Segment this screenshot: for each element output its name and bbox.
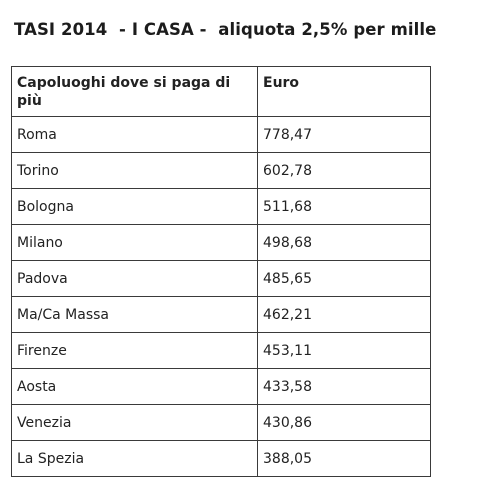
table-row: Aosta 433,58 [11,368,431,405]
euro-cell: 430,86 [257,404,431,441]
city-cell: Aosta [11,368,258,405]
column-header-city: Capoluoghi dove si paga di più [11,66,258,117]
city-cell: Ma/Ca Massa [11,296,258,333]
data-table: Capoluoghi dove si paga di più Euro Roma… [11,66,431,477]
table-row: La Spezia 388,05 [11,440,431,477]
table-row: Venezia 430,86 [11,404,431,441]
table-row: Bologna 511,68 [11,188,431,225]
city-cell: Padova [11,260,258,297]
euro-cell: 498,68 [257,224,431,261]
city-cell: La Spezia [11,440,258,477]
euro-cell: 462,21 [257,296,431,333]
table-row: Padova 485,65 [11,260,431,297]
euro-cell: 511,68 [257,188,431,225]
euro-cell: 433,58 [257,368,431,405]
table-row: Roma 778,47 [11,116,431,153]
table-row: Milano 498,68 [11,224,431,261]
city-cell: Torino [11,152,258,189]
table-row: Firenze 453,11 [11,332,431,369]
city-cell: Venezia [11,404,258,441]
euro-cell: 453,11 [257,332,431,369]
city-cell: Roma [11,116,258,153]
page-title: TASI 2014 - I CASA - aliquota 2,5% per m… [14,20,437,39]
table-row: Torino 602,78 [11,152,431,189]
euro-cell: 602,78 [257,152,431,189]
table-header-row: Capoluoghi dove si paga di più Euro [11,66,431,117]
column-header-euro: Euro [257,66,431,117]
city-cell: Milano [11,224,258,261]
euro-cell: 778,47 [257,116,431,153]
table-row: Ma/Ca Massa 462,21 [11,296,431,333]
city-cell: Firenze [11,332,258,369]
euro-cell: 388,05 [257,440,431,477]
city-cell: Bologna [11,188,258,225]
euro-cell: 485,65 [257,260,431,297]
